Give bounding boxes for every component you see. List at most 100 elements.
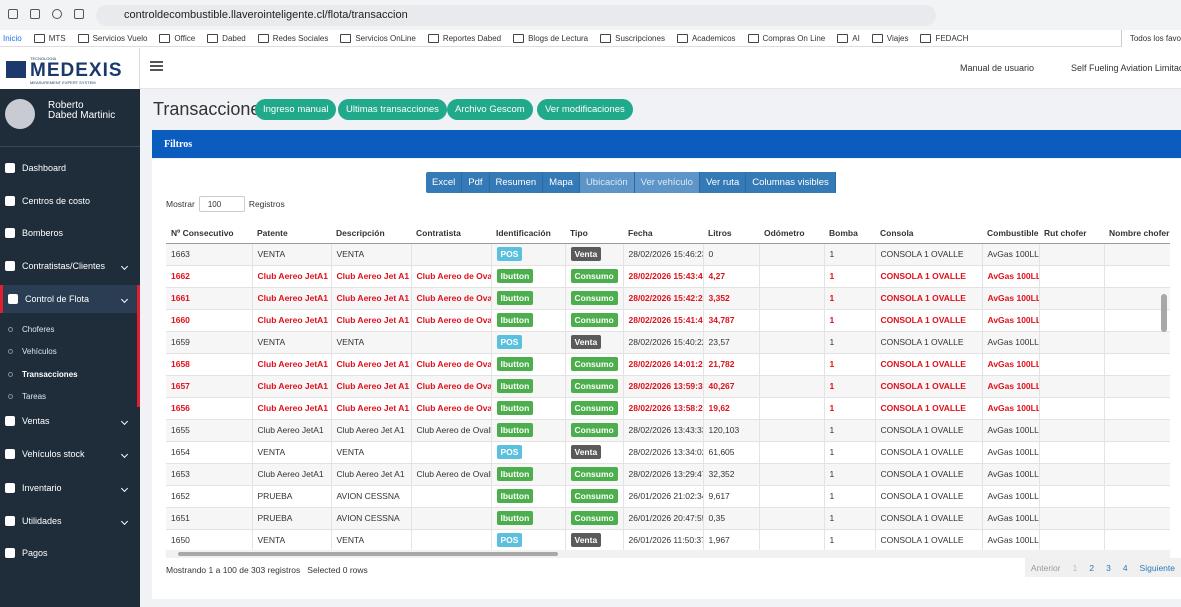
submenu-item[interactable]: Vehículos <box>0 341 140 363</box>
column-header[interactable]: Rut chofer <box>1039 223 1104 243</box>
reload-button[interactable] <box>52 9 62 19</box>
column-header[interactable]: Litros <box>703 223 759 243</box>
menu-item[interactable]: Control de Flota <box>0 285 140 313</box>
menu-toggle[interactable] <box>150 61 163 71</box>
export-button[interactable]: Ver vehículo <box>635 172 700 193</box>
menu-item[interactable]: Pagos <box>0 539 140 567</box>
export-button[interactable]: Excel <box>426 172 462 193</box>
table-cell: Club Aereo Jet A1 <box>331 353 411 375</box>
page-link[interactable]: 3 <box>1100 558 1117 577</box>
table-cell: VENTA <box>252 529 331 551</box>
menu-item[interactable]: Dashboard <box>0 154 140 182</box>
table-cell <box>759 419 824 441</box>
home-button[interactable] <box>74 9 84 19</box>
bookmark[interactable]: Office <box>159 34 195 43</box>
action-button[interactable]: Ultimas transacciones <box>338 99 447 120</box>
column-header[interactable]: Fecha <box>623 223 703 243</box>
table-row[interactable]: 1651PRUEBAAVION CESSNAIbuttonConsumo26/0… <box>166 507 1170 529</box>
column-header[interactable]: Identificación <box>491 223 565 243</box>
table-cell: Club Aereo JetA1 <box>252 265 331 287</box>
submenu-item[interactable]: Choferes <box>0 318 140 340</box>
menu-item[interactable]: Utilidades <box>0 507 140 535</box>
table-cell: AvGas 100LL <box>982 419 1039 441</box>
export-button[interactable]: Mapa <box>543 172 580 193</box>
column-header[interactable]: Nº Consecutivo <box>166 223 252 243</box>
bookmark[interactable]: Academicos <box>677 34 736 43</box>
vertical-scrollbar[interactable] <box>1160 244 1168 549</box>
table-row[interactable]: 1650VENTAVENTAPOSVenta26/01/2026 11:50:3… <box>166 529 1170 551</box>
bookmark[interactable]: Servicios OnLine <box>340 34 415 43</box>
back-button[interactable] <box>8 9 18 19</box>
table-cell <box>759 485 824 507</box>
table-row[interactable]: 1652PRUEBAAVION CESSNAIbuttonConsumo26/0… <box>166 485 1170 507</box>
table-cell: 1 <box>824 441 875 463</box>
bookmark[interactable]: Compras On Line <box>748 34 826 43</box>
export-button[interactable]: Resumen <box>490 172 544 193</box>
export-button[interactable]: Columnas visibles <box>746 172 836 193</box>
manual-link[interactable]: Manual de usuario <box>960 63 1034 73</box>
export-button[interactable]: Pdf <box>462 172 489 193</box>
menu-item[interactable]: Centros de costo <box>0 187 140 215</box>
page-link[interactable]: 1 <box>1067 558 1084 577</box>
table-row[interactable]: 1659VENTAVENTAPOSVenta28/02/2026 15:40:2… <box>166 331 1170 353</box>
bookmark[interactable]: FEDACH <box>920 34 968 43</box>
table-row[interactable]: 1661Club Aereo JetA1Club Aereo Jet A1Clu… <box>166 287 1170 309</box>
menu-item[interactable]: Bomberos <box>0 219 140 247</box>
column-header[interactable]: Contratista <box>411 223 491 243</box>
table-cell: 0,35 <box>703 507 759 529</box>
bookmark[interactable]: AI <box>837 34 860 43</box>
bookmark[interactable]: MTS <box>34 34 66 43</box>
address-bar[interactable]: controldecombustible.llaverointeligente.… <box>96 5 936 26</box>
page-link[interactable]: 2 <box>1083 558 1100 577</box>
filters-bar[interactable]: Filtros <box>152 130 1181 158</box>
forward-button[interactable] <box>30 9 40 19</box>
menu-item[interactable]: Vehículos stock <box>0 440 140 468</box>
table-row[interactable]: 1663VENTAVENTAPOSVenta28/02/2026 15:46:2… <box>166 243 1170 265</box>
column-header[interactable]: Patente <box>252 223 331 243</box>
action-button[interactable]: Archivo Gescom <box>447 99 533 120</box>
company-name[interactable]: Self Fueling Aviation Limitada <box>1071 63 1181 73</box>
badge: Consumo <box>571 269 618 283</box>
bookmark[interactable]: Suscripciones <box>600 34 665 43</box>
submenu-item[interactable]: Tareas <box>0 386 140 408</box>
all-bookmarks[interactable]: Todos los favo <box>1121 30 1181 47</box>
table-row[interactable]: 1655Club Aereo JetA1Club Aereo Jet A1Clu… <box>166 419 1170 441</box>
column-header[interactable]: Combustible <box>982 223 1039 243</box>
bookmark[interactable]: Redes Sociales <box>258 34 329 43</box>
table-row[interactable]: 1657Club Aereo JetA1Club Aereo Jet A1Clu… <box>166 375 1170 397</box>
horizontal-scrollbar[interactable] <box>166 550 1170 558</box>
column-header[interactable]: Nombre chofer <box>1104 223 1170 243</box>
column-header[interactable]: Descripción <box>331 223 411 243</box>
table-row[interactable]: 1653Club Aereo JetA1Club Aereo Jet A1Clu… <box>166 463 1170 485</box>
action-button[interactable]: Ingreso manual <box>255 99 336 120</box>
bookmark[interactable]: Inicio <box>3 34 22 43</box>
bookmark[interactable]: Dabed <box>207 34 246 43</box>
table-row[interactable]: 1654VENTAVENTAPOSVenta28/02/2026 13:34:0… <box>166 441 1170 463</box>
page-link[interactable]: Anterior <box>1025 558 1067 577</box>
bookmark[interactable]: Viajes <box>872 34 909 43</box>
table-row[interactable]: 1662Club Aereo JetA1Club Aereo Jet A1Clu… <box>166 265 1170 287</box>
bookmark[interactable]: Reportes Dabed <box>428 34 501 43</box>
column-header[interactable]: Bomba <box>824 223 875 243</box>
page-link[interactable]: 4 <box>1117 558 1134 577</box>
column-header[interactable]: Odómetro <box>759 223 824 243</box>
menu-item[interactable]: Ventas <box>0 407 140 435</box>
export-button[interactable]: Ver ruta <box>700 172 746 193</box>
bookmark[interactable]: Blogs de Lectura <box>513 34 588 43</box>
bookmark[interactable]: Servicios Vuelo <box>78 34 148 43</box>
page-size-select[interactable]: 100 <box>199 196 245 212</box>
export-button[interactable]: Ubicación <box>580 172 635 193</box>
menu-item[interactable]: Contratistas/Clientes <box>0 252 140 280</box>
column-header[interactable]: Consola <box>875 223 982 243</box>
logo[interactable]: TECNOLOGIA MEDEXIS MEASUREMENT EXPERT SY… <box>0 48 140 89</box>
table-cell <box>759 463 824 485</box>
column-header[interactable]: Tipo <box>565 223 623 243</box>
action-button[interactable]: Ver modificaciones <box>537 99 633 120</box>
table-row[interactable]: 1658Club Aereo JetA1Club Aereo Jet A1Clu… <box>166 353 1170 375</box>
table-row[interactable]: 1656Club Aereo JetA1Club Aereo Jet A1Clu… <box>166 397 1170 419</box>
page-link[interactable]: Siguiente <box>1134 558 1181 577</box>
table-cell: VENTA <box>331 243 411 265</box>
table-row[interactable]: 1660Club Aereo JetA1Club Aereo Jet A1Clu… <box>166 309 1170 331</box>
submenu-item[interactable]: Transacciones <box>0 363 140 385</box>
menu-item[interactable]: Inventario <box>0 474 140 502</box>
